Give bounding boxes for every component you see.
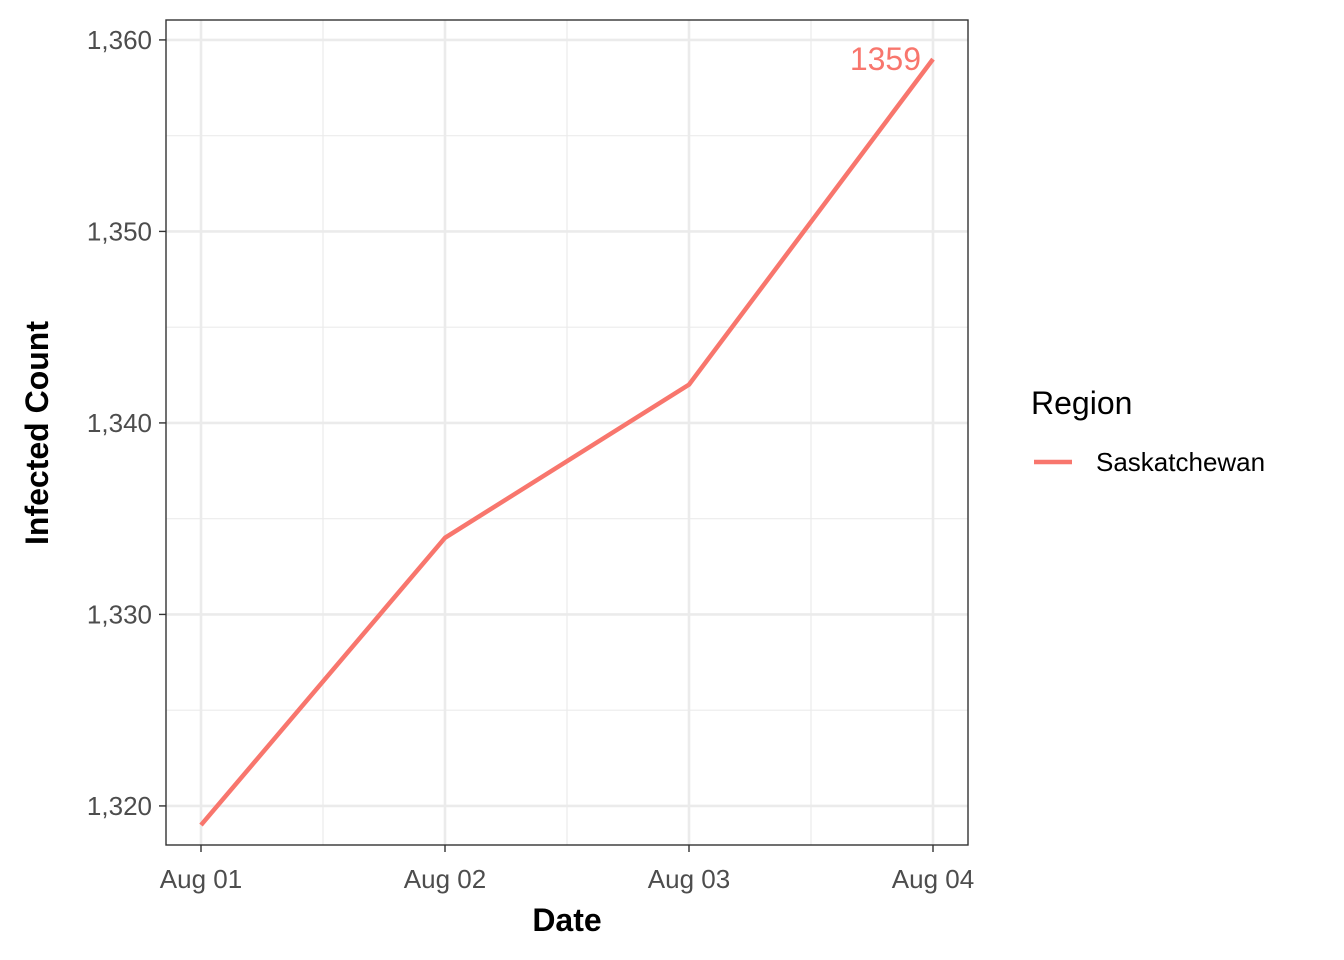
y-tick-label: 1,340: [87, 408, 152, 438]
x-tick-label: Aug 02: [404, 864, 486, 894]
y-axis: 1,320 1,330 1,340 1,350 1,360: [87, 25, 166, 821]
legend: Region Saskatchewan: [1031, 385, 1265, 477]
series-line-saskatchewan: [199, 57, 935, 827]
y-axis-title: Infected Count: [19, 321, 55, 545]
y-tick-label: 1,350: [87, 216, 152, 246]
annotations: 1359: [850, 41, 921, 77]
last-value-label: 1359: [850, 41, 921, 77]
major-gridlines: [166, 20, 968, 845]
series-lines: [199, 57, 935, 827]
panel-border: [165, 19, 969, 846]
x-tick-label: Aug 04: [892, 864, 974, 894]
x-tick-label: Aug 03: [648, 864, 730, 894]
y-tick-label: 1,360: [87, 25, 152, 55]
y-tick-label: 1,330: [87, 599, 152, 629]
x-axis-title: Date: [532, 902, 601, 938]
legend-title: Region: [1031, 385, 1132, 421]
x-tick-label: Aug 01: [160, 864, 242, 894]
legend-label-saskatchewan: Saskatchewan: [1096, 447, 1265, 477]
y-tick-label: 1,320: [87, 791, 152, 821]
x-axis: Aug 01 Aug 02 Aug 03 Aug 04: [160, 845, 974, 894]
